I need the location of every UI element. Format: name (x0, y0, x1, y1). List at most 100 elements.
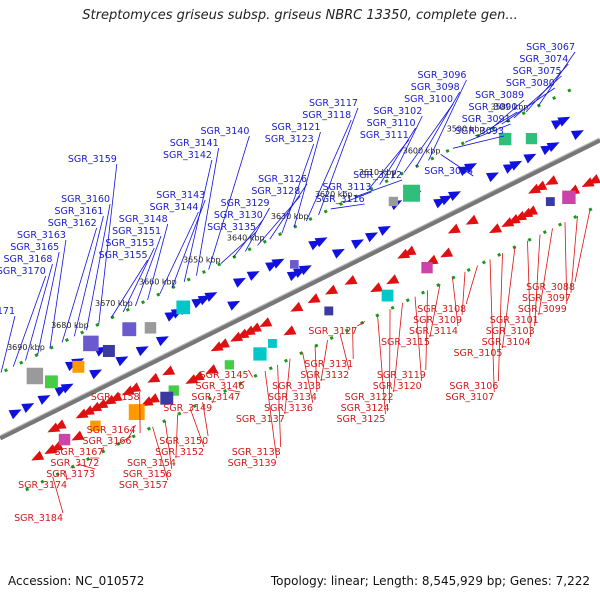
reverse-gene-label: SGR_3136 (264, 403, 313, 414)
reverse-gene-label: SGR_3104 (482, 337, 531, 348)
reverse-gene-arrow (587, 174, 600, 184)
reverse-gene-arrow (236, 328, 250, 339)
kbp-tick-label: 3650 kbp (183, 255, 221, 264)
forward-gene-label: SGR_3165 (10, 242, 59, 253)
forward-gene-label: SGR_3091 (462, 114, 511, 125)
forward-gene-label: SGR_3135 (207, 222, 256, 233)
forward-gene-arrow (351, 239, 364, 250)
reverse-gene-arrow (325, 284, 338, 295)
forward-gene-label: SGR_3090 (468, 102, 517, 113)
forward-gene-label: SGR_3129 (221, 198, 270, 209)
reverse-gene-arrow (501, 217, 515, 227)
forward-leader-line (61, 227, 98, 343)
accession-text: Accession: NC_010572 (8, 574, 145, 588)
kbp-tick-label: 3620 kbp (315, 190, 353, 199)
reverse-leader-line (574, 209, 591, 283)
reverse-gene-arrow (128, 382, 142, 393)
reverse-gene-label: SGR_3114 (409, 326, 458, 337)
forward-leader-line (452, 135, 505, 149)
forward-leader-line (37, 251, 60, 355)
forward-leader-line (147, 223, 169, 301)
reverse-gene-arrow (230, 331, 244, 342)
forward-gene-arrow (155, 336, 169, 347)
reverse-gene-arrow (514, 210, 527, 221)
feature-block (421, 262, 433, 274)
reverse-gene-label: SGR_3099 (518, 304, 567, 315)
reverse-gene-arrow (75, 408, 89, 419)
feature-block (26, 367, 44, 385)
reverse-gene-arrow (140, 396, 154, 407)
reverse-gene-label: SGR_3157 (119, 480, 168, 491)
reverse-leader-line (393, 302, 403, 393)
reverse-leader-line (284, 358, 291, 415)
forward-leader-line (98, 163, 118, 325)
reverse-leader-line (538, 228, 553, 316)
reverse-leader-line (202, 402, 209, 437)
forward-leader-line (281, 143, 315, 234)
forward-leader-line (49, 239, 67, 349)
reverse-leader-line (248, 369, 253, 378)
forward-leader-line (477, 111, 518, 137)
reverse-gene-label: SGR_3147 (191, 392, 240, 403)
feature-block (144, 322, 157, 334)
reverse-gene-label: SGR_3097 (522, 293, 571, 304)
reverse-leader-line (164, 420, 173, 470)
forward-gene-label: SGR_3096 (418, 70, 467, 81)
forward-gene-arrow (21, 403, 35, 413)
forward-leader-line (257, 195, 301, 246)
forward-gene-arrow (557, 116, 571, 127)
reverse-leader-line (302, 352, 314, 404)
forward-gene-label: SGR_3143 (156, 190, 205, 201)
reverse-leader-line (452, 277, 459, 327)
forward-leader-line (525, 63, 569, 113)
forward-gene-label: SGR_3113 (322, 182, 371, 193)
reverse-leader-line (114, 435, 132, 446)
reverse-gene-label: SGR_3132 (300, 370, 349, 381)
forward-gene-label: SGR_3093 (455, 126, 504, 137)
forward-gene-label: SGR_3141 (170, 138, 219, 149)
forward-gene-arrow (331, 248, 345, 259)
forward-gene-arrow (314, 237, 328, 248)
forward-leader-line (73, 215, 104, 337)
kbp-tick-label: 3640 kbp (227, 234, 265, 243)
reverse-gene-label: SGR_3137 (236, 414, 285, 425)
kbp-tick-label: 3590 kbp (447, 124, 485, 133)
forward-gene-arrow (60, 383, 74, 394)
reverse-gene-label: SGR_3124 (341, 403, 390, 414)
reverse-leader-line (152, 426, 169, 481)
map-title: Streptomyces griseus subsp. griseus NBRC… (82, 8, 518, 23)
forward-gene-arrow (37, 395, 51, 405)
forward-gene-arrow (523, 153, 537, 164)
reverse-leader-line (465, 265, 478, 305)
forward-gene-arrow (365, 232, 379, 243)
forward-leader-line (391, 115, 423, 179)
feature-block (90, 420, 101, 432)
reverse-leader-line (52, 476, 64, 514)
forward-gene-label: SGR_3110 (367, 118, 416, 129)
reverse-gene-arrow (447, 223, 461, 234)
reverse-gene-label: SGR_3134 (268, 392, 317, 403)
reverse-gene-arrow (344, 274, 358, 285)
forward-leader-line (464, 123, 511, 143)
feature-block (525, 132, 538, 145)
reverse-gene-label: SGR_3164 (87, 425, 136, 436)
reverse-gene-arrow (162, 365, 176, 376)
reverse-gene-arrow (370, 282, 384, 293)
reverse-gene-arrow (191, 370, 205, 381)
backbone-line (0, 137, 600, 441)
reverse-leader-line (502, 246, 516, 349)
reverse-leader-line (320, 340, 328, 382)
reverse-gene-arrow (242, 325, 256, 336)
reverse-leader-line (102, 446, 104, 452)
backbone-highlight (0, 137, 600, 437)
forward-gene-label: SGR_3098 (411, 82, 460, 93)
forward-leader-line (12, 275, 47, 367)
forward-leader-line (330, 203, 365, 210)
reverse-gene-label: SGR_3120 (373, 381, 422, 392)
reverse-gene-label: SGR_3088 (526, 282, 575, 293)
forward-leader-line (208, 135, 250, 270)
reverse-leader-line (489, 259, 495, 393)
forward-gene-label: SGR_3128 (251, 186, 300, 197)
reverse-gene-label: SGR_3138 (232, 447, 281, 458)
forward-gene-label: SGR_3148 (119, 214, 168, 225)
